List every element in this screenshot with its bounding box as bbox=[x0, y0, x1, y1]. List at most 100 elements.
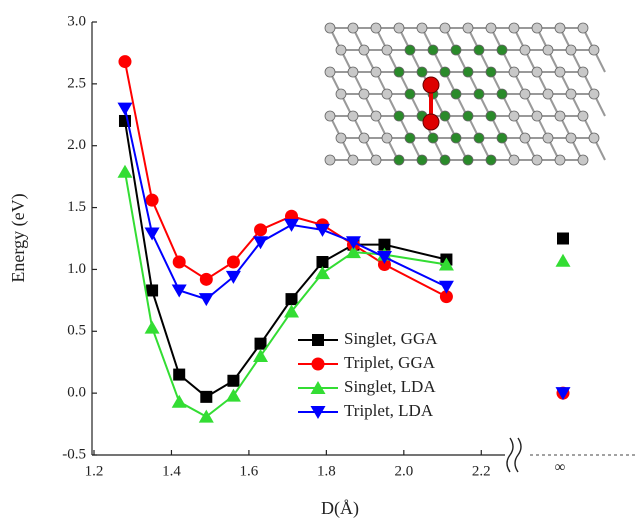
atom bbox=[463, 23, 473, 33]
y-tick-label: 1.5 bbox=[67, 199, 86, 215]
atom bbox=[336, 89, 346, 99]
atom bbox=[509, 111, 519, 121]
marker bbox=[145, 321, 160, 334]
marker bbox=[254, 223, 267, 236]
atom bbox=[440, 155, 450, 165]
atom bbox=[417, 23, 427, 33]
atom bbox=[555, 23, 565, 33]
atom bbox=[566, 133, 576, 143]
atom bbox=[532, 111, 542, 121]
atom bbox=[463, 155, 473, 165]
atom bbox=[417, 155, 427, 165]
nanotube-inset bbox=[325, 23, 605, 165]
y-tick-label: 1.0 bbox=[67, 261, 86, 277]
atom bbox=[578, 111, 588, 121]
atom bbox=[359, 133, 369, 143]
chart: Energy (eV) D(Å) ∞ -0.50.00.51.01.52.02.… bbox=[0, 0, 635, 525]
legend-label: Triplet, LDA bbox=[344, 401, 434, 420]
x-tick-label: 1.8 bbox=[317, 463, 336, 479]
atom bbox=[555, 67, 565, 77]
atom bbox=[423, 114, 439, 130]
atom bbox=[325, 155, 335, 165]
atom bbox=[405, 89, 415, 99]
atom bbox=[578, 155, 588, 165]
x-tick-label: 2.0 bbox=[394, 463, 413, 479]
atom bbox=[474, 45, 484, 55]
atom bbox=[382, 45, 392, 55]
atom bbox=[371, 155, 381, 165]
marker bbox=[255, 338, 267, 350]
atom bbox=[394, 23, 404, 33]
marker bbox=[173, 256, 186, 269]
atom bbox=[532, 155, 542, 165]
atom bbox=[463, 67, 473, 77]
atom bbox=[566, 89, 576, 99]
y-axis-label: Energy (eV) bbox=[8, 193, 29, 282]
atom bbox=[336, 133, 346, 143]
marker bbox=[200, 391, 212, 403]
legend-label: Triplet, GGA bbox=[344, 353, 436, 372]
marker bbox=[226, 389, 241, 402]
marker bbox=[227, 256, 240, 269]
marker bbox=[315, 224, 330, 237]
y-tick-label: 0.5 bbox=[67, 323, 86, 339]
x-tick-label: 1.2 bbox=[85, 463, 104, 479]
atom bbox=[382, 89, 392, 99]
atom bbox=[405, 45, 415, 55]
atom bbox=[589, 45, 599, 55]
atom bbox=[509, 155, 519, 165]
marker bbox=[286, 293, 298, 305]
atom bbox=[325, 23, 335, 33]
x-tick-label: 1.6 bbox=[240, 463, 259, 479]
atom bbox=[520, 45, 530, 55]
atom bbox=[589, 89, 599, 99]
legend-label: Singlet, LDA bbox=[344, 377, 436, 396]
marker bbox=[227, 375, 239, 387]
atom bbox=[394, 155, 404, 165]
atom bbox=[497, 89, 507, 99]
marker bbox=[199, 293, 214, 306]
atom bbox=[359, 89, 369, 99]
atom bbox=[578, 67, 588, 77]
marker bbox=[557, 233, 569, 245]
atom bbox=[509, 23, 519, 33]
atom bbox=[463, 111, 473, 121]
atom bbox=[497, 45, 507, 55]
marker bbox=[200, 273, 213, 286]
atom bbox=[486, 111, 496, 121]
atom bbox=[520, 133, 530, 143]
atom bbox=[428, 45, 438, 55]
marker bbox=[146, 194, 159, 207]
atom bbox=[394, 67, 404, 77]
atom bbox=[348, 155, 358, 165]
atom bbox=[589, 133, 599, 143]
marker bbox=[118, 55, 131, 68]
marker bbox=[145, 228, 160, 241]
atom bbox=[325, 111, 335, 121]
atom bbox=[451, 89, 461, 99]
y-tick-label: 2.5 bbox=[67, 75, 86, 91]
atom bbox=[543, 89, 553, 99]
marker bbox=[556, 254, 571, 267]
atom bbox=[532, 23, 542, 33]
marker bbox=[253, 236, 268, 249]
atom bbox=[440, 67, 450, 77]
atom bbox=[451, 133, 461, 143]
atom bbox=[474, 89, 484, 99]
atom bbox=[359, 45, 369, 55]
atom bbox=[555, 155, 565, 165]
axis-break bbox=[507, 438, 521, 472]
atom bbox=[348, 23, 358, 33]
atom bbox=[497, 133, 507, 143]
atom bbox=[348, 111, 358, 121]
y-tick-label: 0.0 bbox=[67, 385, 86, 401]
atom bbox=[509, 67, 519, 77]
x-tick-label: 1.4 bbox=[162, 463, 181, 479]
atom bbox=[543, 133, 553, 143]
atom bbox=[578, 23, 588, 33]
y-tick-label: 3.0 bbox=[67, 13, 86, 29]
y-tick-label: 2.0 bbox=[67, 137, 86, 153]
atom bbox=[371, 23, 381, 33]
atom bbox=[440, 111, 450, 121]
marker bbox=[172, 284, 187, 297]
